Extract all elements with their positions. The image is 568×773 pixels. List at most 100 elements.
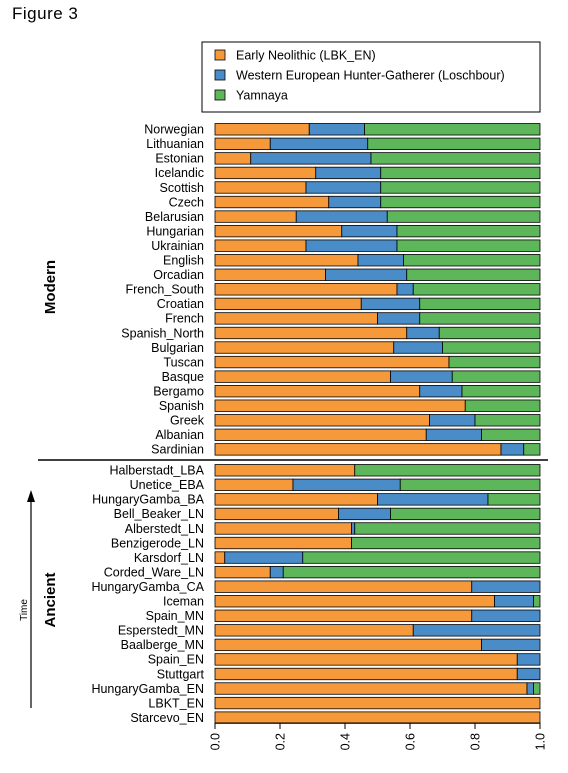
bar-tuscan-early-neolithic-lbk-en [214,355,450,369]
bar-french-south-early-neolithic-lbk-en [214,283,398,296]
category-label-bulgarian: Bulgarian [151,341,204,355]
bar-belarusian-yamnaya [386,210,541,223]
bar-bulgarian-yamnaya [442,341,541,354]
bar-spain-mn-western-european-hunter-gatherer-loschbour [471,609,541,622]
bar-hungarygamba-en-early-neolithic-lbk-en [214,682,528,695]
bar-czech-western-european-hunter-gatherer-loschbour [328,195,382,209]
bar-iceman-yamnaya [533,595,541,608]
bar-scottish-yamnaya [380,181,541,194]
category-label-spain-en: Spain_EN [148,653,204,667]
x-tick-label-0-0: 0.0 [209,733,223,750]
x-tick-label-0-6: 0.6 [404,733,418,750]
bar-lithuanian-yamnaya [367,137,541,150]
bar-orcadian-early-neolithic-lbk-en [214,268,326,281]
bar-benzigerode-ln-early-neolithic-lbk-en [214,536,352,550]
legend-swatch-early-neolithic-lbk-en [214,49,226,61]
bar-hungarian-early-neolithic-lbk-en [214,224,343,238]
category-label-ukrainian: Ukrainian [151,239,204,253]
category-label-estonian: Estonian [155,152,204,166]
bar-orcadian-western-european-hunter-gatherer-loschbour [325,268,408,281]
bar-croatian-western-european-hunter-gatherer-loschbour [360,297,421,311]
bar-hungarygamba-ba-western-european-hunter-gatherer-loschbour [377,493,489,506]
bar-greek-early-neolithic-lbk-en [214,414,430,427]
bar-halberstadt-lba-yamnaya [354,464,541,477]
bar-sardinian-yamnaya [523,443,541,456]
bar-halberstadt-lba-early-neolithic-lbk-en [214,464,356,477]
bar-karsdorf-ln-early-neolithic-lbk-en [214,551,226,564]
bar-basque-yamnaya [451,370,541,383]
bar-lithuanian-western-european-hunter-gatherer-loschbour [269,137,369,150]
bar-bergamo-yamnaya [461,385,541,398]
bar-esperstedt-mn-early-neolithic-lbk-en [214,624,414,637]
category-label-greek: Greek [170,414,205,428]
bar-bergamo-early-neolithic-lbk-en [214,385,421,398]
bar-alberstedt-ln-western-european-hunter-gatherer-loschbour [351,522,356,535]
legend-label-western-european-hunter-gatherer-loschbour: Western European Hunter-Gatherer (Loschb… [236,69,505,83]
legend-label-yamnaya: Yamnaya [236,89,288,103]
bar-unetice-eba-yamnaya [399,478,541,491]
bar-norwegian-yamnaya [364,123,541,136]
bar-alberstedt-ln-yamnaya [354,522,541,535]
bar-hungarygamba-ca-western-european-hunter-gatherer-loschbour [471,580,541,593]
bar-stuttgart-early-neolithic-lbk-en [214,667,518,681]
bar-icelandic-early-neolithic-lbk-en [214,166,317,180]
bar-spanish-north-western-european-hunter-gatherer-loschbour [406,326,440,340]
bar-czech-early-neolithic-lbk-en [214,195,330,209]
category-label-scottish: Scottish [160,181,205,195]
category-label-croatian: Croatian [157,297,204,311]
bar-albanian-western-european-hunter-gatherer-loschbour [425,428,482,441]
bar-corded-ware-ln-western-european-hunter-gatherer-loschbour [269,565,284,579]
category-label-spanish: Spanish [159,399,204,413]
bar-icelandic-yamnaya [380,166,541,180]
bar-spain-en-western-european-hunter-gatherer-loschbour [516,653,541,666]
bar-albanian-yamnaya [481,428,541,441]
bar-spanish-north-early-neolithic-lbk-en [214,326,408,340]
bar-baalberge-mn-early-neolithic-lbk-en [214,638,482,652]
bar-bell-beaker-ln-early-neolithic-lbk-en [214,507,339,521]
bar-icelandic-western-european-hunter-gatherer-loschbour [315,166,382,180]
category-label-hungarian: Hungarian [146,224,204,238]
category-label-halberstadt-lba: Halberstadt_LBA [109,464,204,478]
bar-iceman-early-neolithic-lbk-en [214,595,495,608]
bar-alberstedt-ln-early-neolithic-lbk-en [214,522,352,535]
bar-estonian-western-european-hunter-gatherer-loschbour [250,152,372,165]
bar-hungarian-yamnaya [396,224,541,238]
legend-label-early-neolithic-lbk-en: Early Neolithic (LBK_EN) [236,49,376,63]
category-label-unetice-eba: Unetice_EBA [130,478,205,492]
bar-greek-yamnaya [474,414,541,427]
bar-sardinian-early-neolithic-lbk-en [214,443,502,456]
bar-french-western-european-hunter-gatherer-loschbour [377,312,421,325]
bar-norwegian-western-european-hunter-gatherer-loschbour [308,123,365,136]
category-label-esperstedt-mn: Esperstedt_MN [118,624,204,638]
category-label-tuscan: Tuscan [163,355,204,369]
category-label-hungarygamba-ba: HungaryGamba_BA [92,493,205,507]
bar-orcadian-yamnaya [406,268,541,281]
bar-corded-ware-ln-yamnaya [282,565,541,579]
category-label-norwegian: Norwegian [144,123,204,137]
category-label-spanish-north: Spanish_North [121,326,204,340]
category-label-baalberge-mn: Baalberge_MN [121,638,204,652]
x-tick-label-0-8: 0.8 [469,733,483,750]
category-label-english: English [163,254,204,268]
bar-estonian-early-neolithic-lbk-en [214,152,252,165]
bar-czech-yamnaya [380,195,541,209]
bar-croatian-early-neolithic-lbk-en [214,297,362,311]
bar-karsdorf-ln-western-european-hunter-gatherer-loschbour [224,551,304,564]
bar-corded-ware-ln-early-neolithic-lbk-en [214,565,271,579]
bar-sardinian-western-european-hunter-gatherer-loschbour [500,443,525,456]
bar-ukrainian-yamnaya [396,239,541,252]
category-label-bell-beaker-ln: Bell_Beaker_LN [114,507,204,521]
category-label-french: French [165,312,204,326]
bar-hungarygamba-ca-early-neolithic-lbk-en [214,580,473,593]
bar-norwegian-early-neolithic-lbk-en [214,123,310,136]
bar-spanish-north-yamnaya [438,326,541,340]
bar-iceman-western-european-hunter-gatherer-loschbour [494,595,534,608]
bar-ukrainian-western-european-hunter-gatherer-loschbour [305,239,398,252]
bar-scottish-early-neolithic-lbk-en [214,181,307,194]
bar-english-yamnaya [403,254,541,267]
category-label-karsdorf-ln: Karsdorf_LN [134,551,204,565]
bar-greek-western-european-hunter-gatherer-loschbour [429,414,476,427]
bar-bell-beaker-ln-western-european-hunter-gatherer-loschbour [338,507,391,521]
category-label-czech: Czech [169,195,204,209]
